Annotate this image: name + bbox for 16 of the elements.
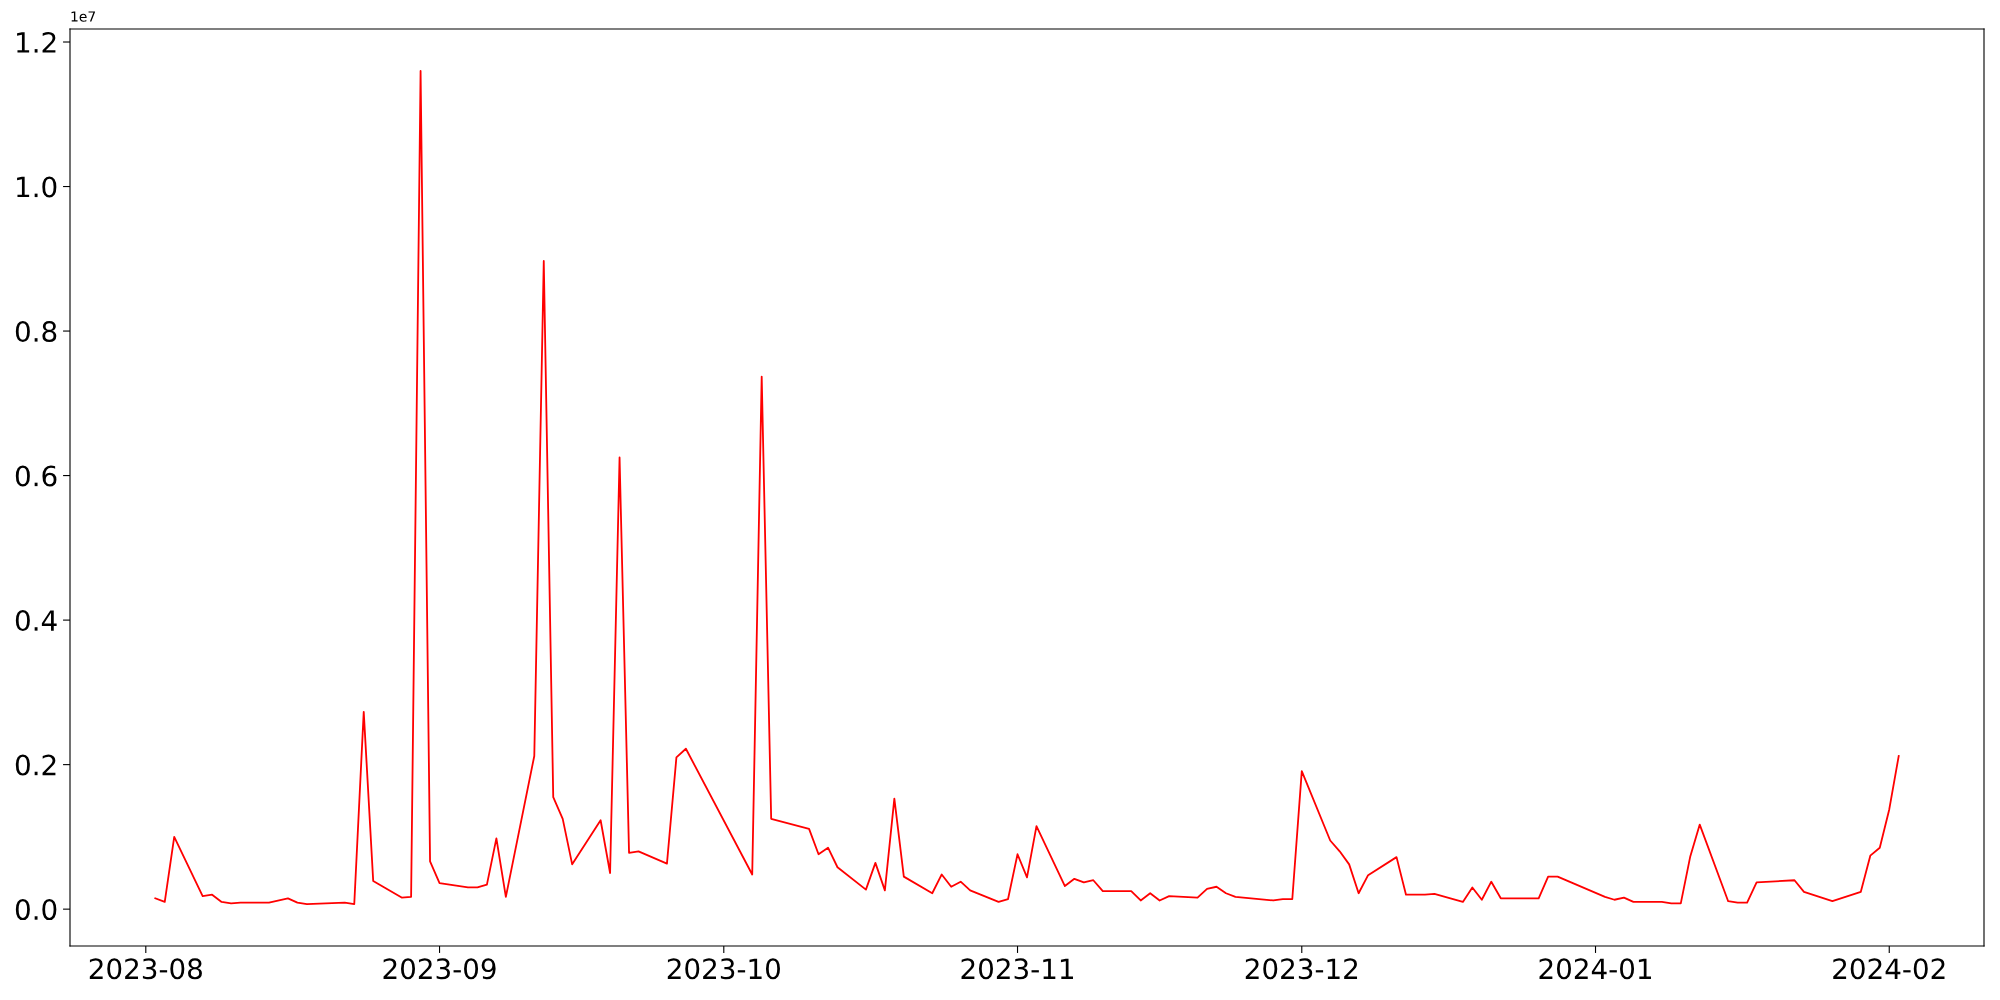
y-tick-label: 0.8 xyxy=(15,320,57,342)
y-tick-label: 0.0 xyxy=(15,899,57,921)
line-series xyxy=(154,70,1900,905)
x-tick-label: 2023-10 xyxy=(667,958,780,980)
y-tick-label: 1.0 xyxy=(17,176,57,198)
x-tick-label: 2024-02 xyxy=(1833,958,1945,980)
text: 1e7 xyxy=(71,11,96,22)
y-tick-label: 0.2 xyxy=(15,754,56,776)
x-tick-label: 2024-01 xyxy=(1539,958,1651,980)
y-tick-label: 0.4 xyxy=(15,610,57,632)
x-tick-label: 2023-09 xyxy=(383,958,496,980)
y-tick-label: 1.2 xyxy=(17,31,56,53)
x-tick-label: 2023-08 xyxy=(89,958,202,980)
x-tick-label: 2023-12 xyxy=(1245,958,1358,980)
x-tick-label: 2023-11 xyxy=(961,958,1073,980)
y-tick-label: 0.6 xyxy=(15,465,57,487)
